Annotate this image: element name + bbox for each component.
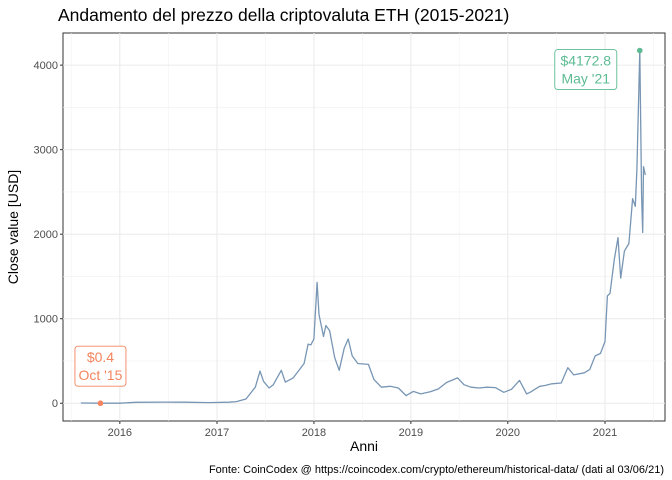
min-label-box (74, 345, 127, 387)
chart-title: Andamento del prezzo della criptovaluta … (58, 5, 509, 25)
max-price-label: $4172.8 May '21 (554, 49, 618, 90)
y-tick-label: 4000 (34, 60, 58, 72)
min-value-text: $0.4 (87, 349, 114, 365)
x-tick-label: 2018 (302, 427, 326, 439)
y-axis-title: Close value [USD] (5, 170, 21, 284)
y-tick-label: 1000 (34, 314, 58, 326)
plot-panel: $0.4 Oct '15 $4172.8 May '21 (62, 32, 666, 422)
x-tick-label: 2019 (399, 427, 423, 439)
min-price-point (97, 400, 104, 407)
x-tick-label: 2016 (108, 427, 132, 439)
max-label-box (554, 49, 618, 90)
x-tick-label: 2021 (593, 427, 617, 439)
price-series-line (80, 49, 646, 404)
x-tick-label: 2017 (205, 427, 229, 439)
x-axis: 2016 2017 2018 2019 2020 2021 (108, 421, 617, 439)
min-date-text: Oct '15 (78, 367, 122, 383)
max-price-point (636, 47, 643, 54)
max-value-text: $4172.8 (560, 53, 611, 69)
y-tick-label: 3000 (34, 145, 58, 157)
source-caption: Fonte: CoinCodex @ https://coincodex.com… (209, 464, 664, 476)
y-tick-label: 0 (52, 398, 58, 410)
x-axis-title: Anni (350, 438, 378, 454)
max-date-text: May '21 (561, 71, 610, 87)
min-price-label: $0.4 Oct '15 (74, 345, 127, 387)
x-tick-label: 2020 (496, 427, 520, 439)
y-tick-label: 2000 (34, 229, 58, 241)
y-axis: 0 1000 2000 3000 4000 (34, 60, 63, 410)
